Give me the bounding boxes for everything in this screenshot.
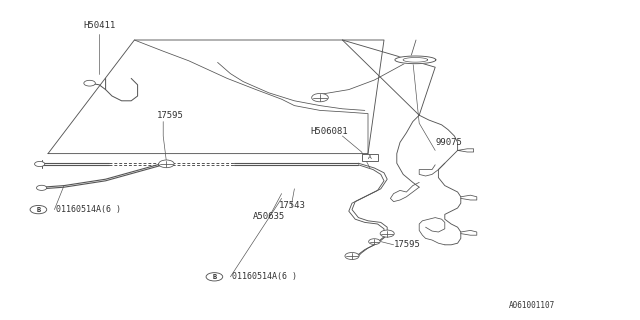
Text: B: B [212, 274, 216, 280]
Polygon shape [395, 56, 436, 64]
Circle shape [159, 160, 174, 168]
Text: 01160514A(6 ): 01160514A(6 ) [56, 205, 122, 214]
Text: 17595: 17595 [157, 111, 184, 120]
Circle shape [30, 205, 47, 214]
Text: A: A [368, 155, 372, 160]
Circle shape [312, 93, 328, 102]
Circle shape [84, 80, 95, 86]
Circle shape [345, 252, 359, 260]
Circle shape [369, 239, 380, 244]
FancyBboxPatch shape [362, 154, 378, 161]
Text: H50411: H50411 [83, 21, 115, 30]
Text: A061001107: A061001107 [509, 301, 555, 310]
Circle shape [35, 162, 45, 167]
Text: H506081: H506081 [310, 127, 348, 136]
Circle shape [380, 230, 394, 237]
Circle shape [36, 185, 47, 190]
Text: 17595: 17595 [394, 240, 420, 249]
Text: 99075: 99075 [435, 138, 462, 147]
Text: 17543: 17543 [278, 201, 305, 210]
Circle shape [206, 273, 223, 281]
Text: A50635: A50635 [253, 212, 285, 221]
Text: B: B [36, 207, 40, 212]
Text: 01160514A(6 ): 01160514A(6 ) [232, 272, 298, 281]
